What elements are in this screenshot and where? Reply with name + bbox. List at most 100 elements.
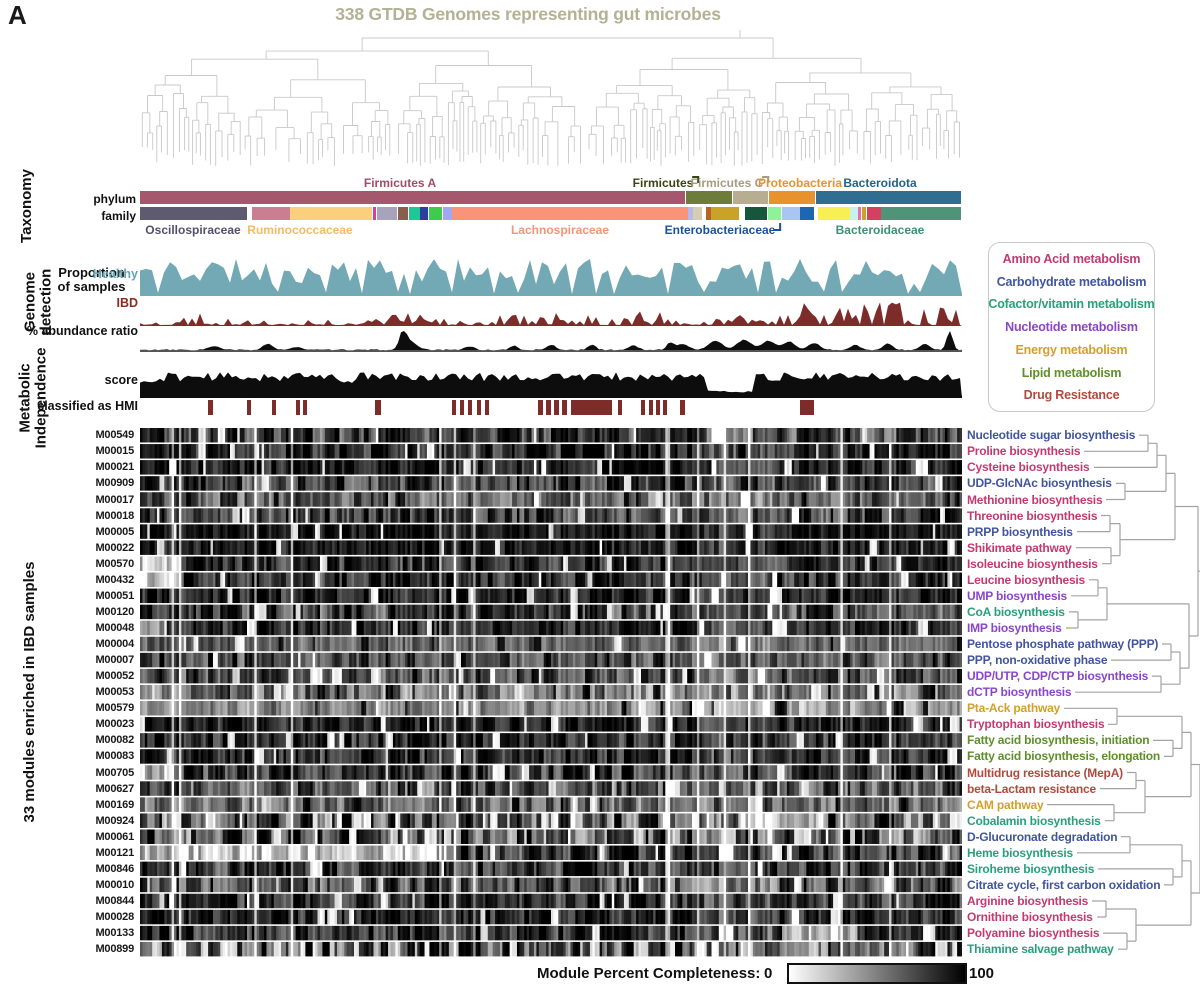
section-label-modules: 33 modules enriched in IBD samples bbox=[21, 561, 39, 823]
pathway-label: Tryptophan biosynthesis bbox=[967, 717, 1105, 732]
corner-mark bbox=[773, 223, 781, 231]
family-segment bbox=[861, 207, 866, 220]
hmi-tick bbox=[302, 400, 307, 415]
family-segment bbox=[706, 207, 711, 220]
pathway-label: Proline biosynthesis bbox=[967, 444, 1081, 459]
family-segment bbox=[688, 207, 693, 220]
module-id-label: M00133 bbox=[95, 927, 134, 940]
pathway-label: Citrate cycle, first carbon oxidation bbox=[967, 877, 1161, 892]
hmi-tick bbox=[296, 400, 301, 415]
pathway-label: Fatty acid biosynthesis, initiation bbox=[967, 733, 1150, 748]
family-row-label: family bbox=[101, 209, 136, 223]
hmi-tick bbox=[570, 400, 612, 415]
module-id-label: M00083 bbox=[95, 750, 134, 763]
module-id-label: M00846 bbox=[95, 862, 134, 875]
module-id-label: M00007 bbox=[95, 654, 134, 667]
family-label: Enterobacteriaceae bbox=[665, 223, 781, 237]
family-segment bbox=[428, 207, 442, 220]
module-id-label: M00627 bbox=[95, 782, 134, 795]
family-segment bbox=[800, 207, 815, 220]
figure-title: 338 GTDB Genomes representing gut microb… bbox=[335, 4, 721, 24]
ibd-detection-track bbox=[140, 302, 962, 326]
pathway-label: dCTP biosynthesis bbox=[967, 685, 1072, 700]
phylum-labels: Firmicutes A Firmicutes Firmicutes C Proteo… bbox=[0, 176, 1200, 190]
pathway-label: Heme biosynthesis bbox=[967, 845, 1073, 860]
module-id-label: M00018 bbox=[95, 509, 134, 522]
pathway-label: UMP biosynthesis bbox=[967, 588, 1067, 603]
healthy-area bbox=[140, 259, 962, 296]
pathway-label: Threonine biosynthesis bbox=[967, 508, 1098, 523]
pathway-label: UDP/UTP, CDP/CTP biosynthesis bbox=[967, 669, 1149, 684]
abundance-ratio-track bbox=[140, 331, 962, 352]
pathway-label: Polyamine biosynthesis bbox=[967, 926, 1100, 941]
metabolic-independence-score-track bbox=[140, 372, 962, 398]
colorbar-min-label: 0 bbox=[764, 965, 773, 982]
pathway-label: beta-Lactam resistance bbox=[967, 781, 1096, 796]
phylum-label: Proteobacteria bbox=[757, 176, 843, 190]
pathway-label: Siroheme biosynthesis bbox=[967, 861, 1095, 876]
family-labels: Oscillospiraceae Ruminococcaceae Lachnospi… bbox=[0, 223, 1200, 237]
colorbar-max-label: 100 bbox=[969, 965, 995, 982]
phylum-segment bbox=[140, 191, 685, 204]
hmi-tick bbox=[485, 400, 490, 415]
legend-item: Lipid metabolism bbox=[1021, 365, 1122, 380]
hmi-tick bbox=[537, 400, 543, 415]
phylum-row-label: phylum bbox=[93, 192, 136, 206]
module-id-label: M00022 bbox=[95, 541, 134, 554]
family-segment bbox=[140, 207, 248, 220]
phylum-segment bbox=[815, 191, 961, 204]
pathway-label: UDP-GlcNAc biosynthesis bbox=[967, 476, 1112, 491]
pathway-label: Thiamine salvage pathway bbox=[967, 942, 1114, 957]
module-dendrogram bbox=[1047, 434, 1200, 950]
pathway-label: Ornithine biosynthesis bbox=[967, 910, 1093, 924]
pathway-label: Multidrug resistance (MepA) bbox=[967, 765, 1123, 780]
module-id-label: M00579 bbox=[95, 702, 134, 715]
family-segment bbox=[420, 207, 428, 220]
family-label: Oscillospiraceae bbox=[145, 223, 241, 237]
module-id-label: M00004 bbox=[95, 638, 134, 650]
module-id-label: M00899 bbox=[95, 943, 134, 956]
pathway-label: PPP, non-oxidative phase bbox=[967, 653, 1108, 668]
module-id-label: M00169 bbox=[95, 798, 134, 811]
pathway-label: D-Glucuronate degradation bbox=[967, 829, 1118, 844]
module-completeness-heatmap bbox=[140, 428, 962, 958]
family-segment bbox=[372, 207, 377, 220]
family-segment bbox=[251, 207, 290, 220]
module-id-label: M00053 bbox=[95, 686, 134, 699]
family-label: Bacteroidaceae bbox=[835, 223, 925, 237]
module-id-label: M00121 bbox=[95, 846, 134, 859]
module-dendrogram-branches bbox=[1047, 434, 1200, 950]
hmi-tick bbox=[662, 400, 667, 415]
module-id-label: M00005 bbox=[95, 525, 134, 538]
hmi-tick bbox=[468, 400, 473, 415]
family-label: Lachnospiraceae bbox=[510, 223, 610, 237]
hmi-tick bbox=[554, 400, 560, 415]
abundance-area bbox=[140, 331, 962, 352]
pathway-label: PRPP biosynthesis bbox=[967, 524, 1073, 539]
healthy-detection-track bbox=[140, 259, 962, 296]
pathway-label: CoA biosynthesis bbox=[967, 604, 1065, 619]
legend-item: Amino Acid metabolism bbox=[1002, 251, 1141, 266]
hmi-tick bbox=[640, 400, 645, 415]
pathway-label: Fatty acid biosynthesis, elongation bbox=[967, 749, 1161, 764]
module-id-label: M00844 bbox=[95, 895, 134, 907]
hmi-tick bbox=[800, 400, 815, 415]
family-segment bbox=[858, 207, 862, 220]
family-segment bbox=[442, 207, 452, 220]
pathway-label: Methionine biosynthesis bbox=[967, 492, 1103, 507]
family-label: Ruminococcaceae bbox=[247, 223, 353, 237]
pathway-label: Leucine biosynthesis bbox=[967, 572, 1086, 587]
pathway-label: Nucleotide sugar biosynthesis bbox=[967, 428, 1136, 443]
hmi-classification-track bbox=[140, 400, 962, 415]
module-id-label: M00120 bbox=[95, 605, 134, 618]
hmi-tick bbox=[208, 400, 214, 415]
family-segment bbox=[711, 207, 740, 220]
pathway-label: Cysteine biosynthesis bbox=[967, 460, 1090, 475]
family-segment bbox=[408, 207, 420, 220]
module-id-label: M00061 bbox=[95, 830, 134, 843]
phylum-segment bbox=[732, 191, 768, 204]
ibd-track-label: IBD bbox=[116, 296, 138, 310]
section-label-metabolic-independence: Metabolic Independence bbox=[16, 347, 49, 449]
phylum-label: Firmicutes C bbox=[691, 176, 769, 190]
